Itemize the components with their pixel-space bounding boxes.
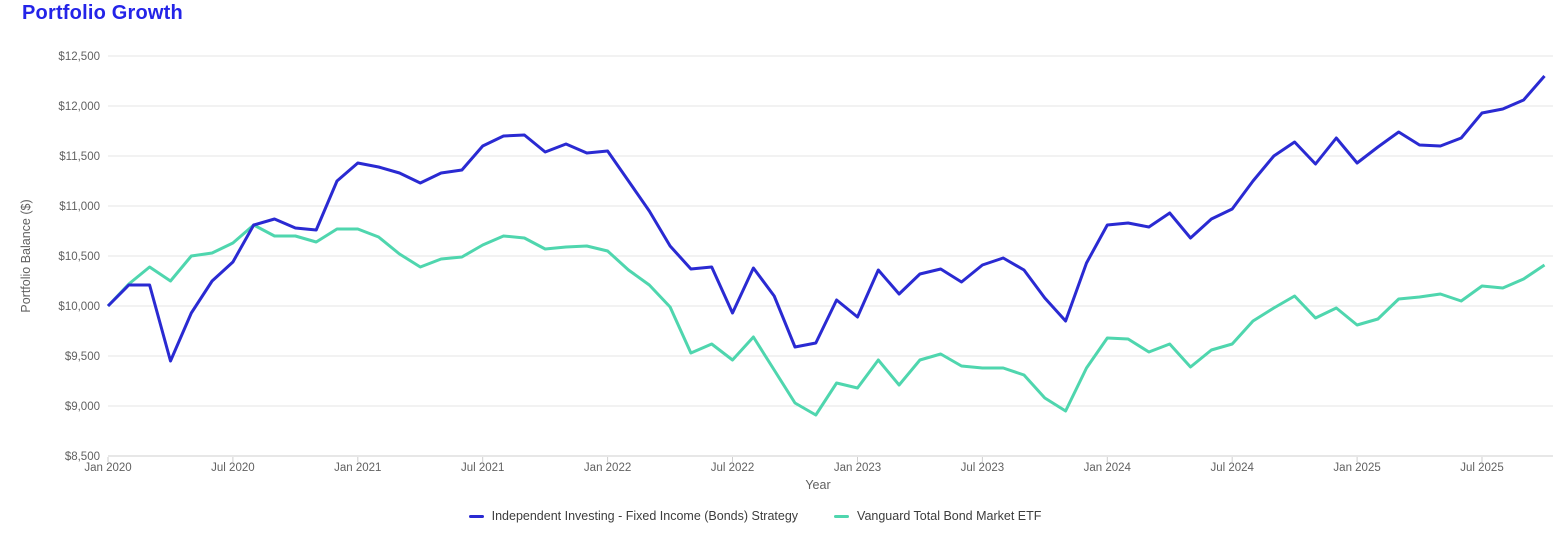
legend-label-vanguard-etf: Vanguard Total Bond Market ETF bbox=[857, 509, 1042, 523]
legend-item-independent-investing: Independent Investing - Fixed Income (Bo… bbox=[468, 509, 799, 523]
chart-legend: Independent Investing - Fixed Income (Bo… bbox=[0, 509, 1510, 523]
legend-swatch-independent-investing bbox=[468, 514, 484, 518]
y-axis-tick-label: $10,500 bbox=[58, 251, 100, 263]
y-axis-tick-label: $11,500 bbox=[59, 151, 100, 163]
y-axis-tick-label: $12,500 bbox=[58, 51, 100, 63]
y-axis-tick-label: $9,500 bbox=[65, 351, 100, 363]
legend-swatch-vanguard-etf bbox=[834, 514, 850, 518]
y-axis-tick-label: $9,000 bbox=[65, 401, 100, 413]
y-axis-tick-label: $10,000 bbox=[58, 301, 100, 313]
x-axis-tick-label: Jul 2025 bbox=[1460, 462, 1503, 474]
legend-item-vanguard-etf: Vanguard Total Bond Market ETF bbox=[834, 509, 1041, 523]
x-axis-tick-label: Jan 2022 bbox=[584, 462, 631, 474]
series-line-independent-investing bbox=[106, 75, 1546, 363]
x-axis-tick-label: Jan 2021 bbox=[334, 462, 381, 474]
y-axis-title: Portfolio Balance ($) bbox=[19, 199, 33, 312]
y-axis-tick-label: $8,500 bbox=[65, 451, 100, 463]
x-axis-tick-label: Jul 2022 bbox=[711, 462, 754, 474]
legend-label-independent-investing: Independent Investing - Fixed Income (Bo… bbox=[491, 509, 799, 523]
x-axis-tick-label: Jul 2021 bbox=[461, 462, 504, 474]
x-axis-tick-label: Jul 2023 bbox=[961, 462, 1004, 474]
y-axis-tick-label: $12,000 bbox=[58, 101, 100, 113]
x-axis-tick-label: Jul 2024 bbox=[1210, 462, 1254, 474]
page-title: Portfolio Growth bbox=[22, 2, 183, 24]
x-axis-tick-label: Jan 2020 bbox=[84, 462, 131, 474]
y-axis-tick-label: $11,000 bbox=[59, 201, 100, 213]
x-axis-tick-label: Jan 2024 bbox=[1084, 462, 1132, 474]
x-axis-tick-label: Jan 2023 bbox=[834, 462, 881, 474]
x-axis-tick-label: Jul 2020 bbox=[211, 462, 254, 474]
x-axis-title: Year bbox=[805, 478, 830, 492]
series-line-vanguard-etf bbox=[106, 223, 1546, 417]
x-axis-tick-label: Jan 2025 bbox=[1333, 462, 1380, 474]
